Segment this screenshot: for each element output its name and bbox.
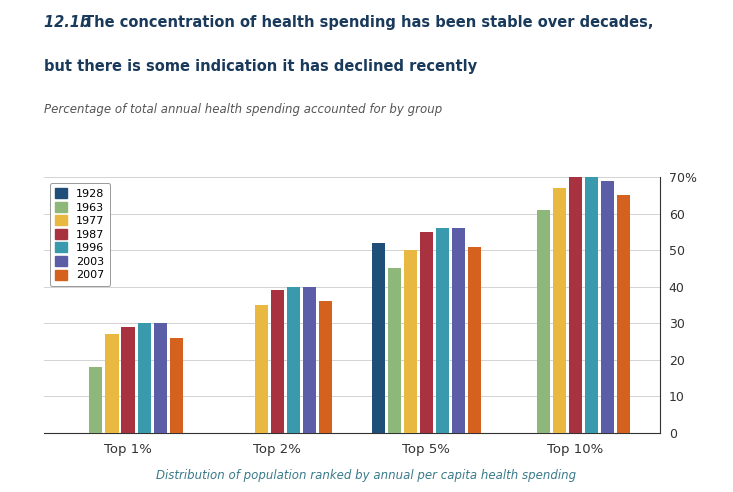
Bar: [89, 367, 103, 433]
Bar: [420, 232, 433, 433]
Bar: [138, 323, 151, 433]
Bar: [585, 177, 598, 433]
Bar: [170, 338, 183, 433]
Text: The concentration of health spending has been stable over decades,: The concentration of health spending has…: [84, 15, 654, 30]
Bar: [319, 302, 332, 433]
Bar: [270, 290, 284, 433]
Bar: [122, 327, 135, 433]
Text: Distribution of population ranked by annual per capita health spending: Distribution of population ranked by ann…: [156, 469, 577, 482]
Bar: [468, 246, 482, 433]
Bar: [154, 323, 167, 433]
Bar: [537, 210, 550, 433]
Text: but there is some indication it has declined recently: but there is some indication it has decl…: [44, 59, 477, 74]
Bar: [254, 305, 268, 433]
Bar: [303, 287, 316, 433]
Bar: [569, 177, 582, 433]
Text: Percentage of total annual health spending accounted for by group: Percentage of total annual health spendi…: [44, 103, 442, 116]
Legend: 1928, 1963, 1977, 1987, 1996, 2003, 2007: 1928, 1963, 1977, 1987, 1996, 2003, 2007: [50, 183, 110, 286]
Bar: [287, 287, 300, 433]
Bar: [436, 228, 449, 433]
Bar: [372, 243, 385, 433]
Bar: [106, 334, 119, 433]
Bar: [553, 188, 566, 433]
Bar: [452, 228, 465, 433]
Text: 12.1b: 12.1b: [44, 15, 95, 30]
Bar: [404, 250, 417, 433]
Bar: [601, 181, 614, 433]
Bar: [388, 269, 401, 433]
Bar: [617, 195, 630, 433]
